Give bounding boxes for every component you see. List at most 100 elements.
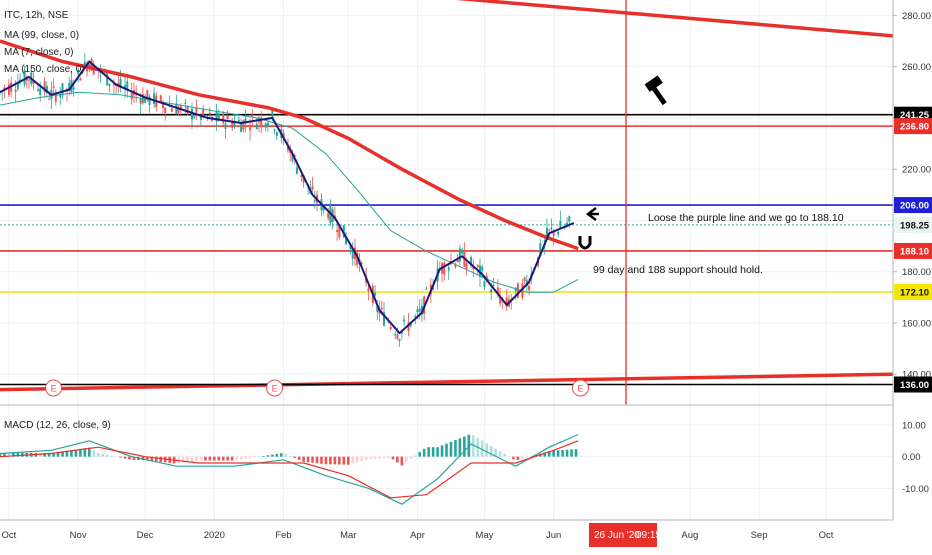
- macd-histogram-bar: [0, 452, 2, 457]
- candle-body: [449, 260, 452, 262]
- event-marker: [571, 379, 589, 397]
- candle-body: [490, 289, 493, 293]
- price-level-tag: [894, 242, 932, 259]
- price-level-tag-label: 236.80: [900, 122, 929, 133]
- candle-body: [224, 123, 227, 129]
- candle-body: [557, 232, 560, 235]
- macd-histogram-bar: [110, 455, 113, 457]
- candle-body: [539, 243, 542, 256]
- macd-histogram-bar: [105, 454, 109, 457]
- macd-histogram-bar: [503, 453, 506, 457]
- right-axis[interactable]: 140.00160.00180.00200.00220.00240.00260.…: [892, 0, 932, 520]
- event-marker: [45, 379, 63, 397]
- annotation-purple-line: Loose the purple line and we go to 188.1…: [648, 212, 844, 224]
- candle-body: [516, 283, 519, 298]
- candle-body: [251, 114, 254, 117]
- ma-150-legend: MA (150, close, 0): [4, 64, 85, 75]
- macd-histogram-bar: [561, 449, 564, 457]
- macd-histogram-bar: [463, 436, 466, 457]
- macd-histogram-bar: [65, 450, 69, 457]
- time-axis-tick-label: Oct: [2, 530, 17, 541]
- macd-histogram-bar: [56, 451, 60, 457]
- ma-7-legend: MA (7, close, 0): [4, 47, 73, 58]
- candle-body: [68, 83, 71, 91]
- candle-body: [61, 83, 64, 96]
- macd-histogram-bar: [458, 438, 462, 457]
- candle-body: [59, 94, 62, 98]
- macd-histogram-bar: [565, 449, 569, 457]
- macd-histogram-bar: [12, 452, 15, 457]
- candle-body: [175, 103, 178, 115]
- macd-histogram-bar: [244, 456, 247, 459]
- candle-body: [523, 277, 526, 282]
- macd-histogram-bar: [88, 447, 91, 457]
- candle-body: [418, 308, 421, 312]
- macd-histogram-bar: [342, 456, 346, 465]
- candle-body: [548, 229, 551, 231]
- macd-legend: MACD (12, 26, close, 9): [4, 420, 111, 431]
- hammer-icon: [644, 75, 667, 106]
- macd-histogram-bar: [355, 456, 359, 463]
- candle-body: [217, 113, 220, 121]
- price-level-tag: [894, 118, 932, 135]
- macd-histogram-bar: [271, 454, 274, 457]
- price-tick-label: 140.00: [902, 370, 931, 381]
- price-level-tag: [894, 376, 932, 393]
- macd-signal-line: [0, 440, 579, 499]
- candle-body: [300, 174, 303, 177]
- macd-histogram-bar: [543, 452, 547, 457]
- candle-body: [48, 98, 51, 100]
- candle-body: [90, 58, 93, 71]
- candle-body: [481, 266, 484, 272]
- candle-body: [119, 78, 122, 89]
- macd-histogram-bar: [351, 456, 355, 464]
- candle-body: [291, 153, 294, 161]
- chart-title: ITC, 12h, NSE: [4, 10, 69, 21]
- time-axis[interactable]: Oct Nov Dec 2020 Feb Mar Apr May Jun Aug Sep Oct 26…: [0, 519, 893, 547]
- trendlines: [0, 0, 894, 392]
- price-level-tag-label: 188.10: [900, 246, 929, 257]
- candle-body: [505, 297, 508, 307]
- macd-histogram-bar: [552, 450, 555, 457]
- candle-body: [485, 275, 488, 281]
- candle-body: [124, 85, 127, 89]
- candle-body: [244, 118, 247, 124]
- macd-histogram-bar: [288, 455, 292, 457]
- annotation-support: 99 day and 188 support should hold.: [593, 264, 763, 276]
- candle-body: [416, 309, 419, 313]
- date-cursor-tag: [589, 523, 657, 547]
- macd-histogram-bar: [123, 456, 127, 459]
- macd-histogram-bar: [516, 456, 520, 460]
- macd-tick-label: 10.00: [902, 421, 926, 432]
- candle-body: [398, 339, 401, 341]
- candle-body: [295, 167, 298, 174]
- candle-body: [338, 225, 341, 238]
- macd-histogram-bar: [409, 456, 413, 459]
- candle-body: [249, 127, 252, 131]
- macd-tick-label: -10.00: [902, 484, 929, 495]
- candle-body: [233, 121, 236, 127]
- macd-histogram-bar: [400, 456, 404, 466]
- candle-body: [79, 78, 82, 81]
- price-tick-label: 220.00: [902, 165, 931, 176]
- candle-body: [195, 107, 198, 113]
- time-axis-tick-label: Jun: [546, 530, 561, 541]
- candle-body: [282, 133, 285, 138]
- macd-histogram-bar: [570, 449, 573, 457]
- candle-body: [273, 129, 276, 131]
- candle-body: [552, 230, 555, 236]
- macd-histogram-bar: [293, 456, 296, 458]
- event-marker-label: E: [272, 384, 278, 394]
- macd-histogram-bar: [445, 443, 448, 457]
- candle-body: [447, 267, 450, 271]
- macd-histogram-bar: [431, 447, 435, 457]
- candle-body: [170, 108, 173, 112]
- candle-body: [190, 108, 193, 120]
- candle-body: [456, 260, 459, 263]
- candle-body: [336, 229, 339, 233]
- candle-body: [144, 96, 147, 103]
- macd-histogram-bar: [346, 456, 350, 465]
- macd-histogram-bar: [525, 456, 529, 458]
- candle-body: [45, 85, 48, 94]
